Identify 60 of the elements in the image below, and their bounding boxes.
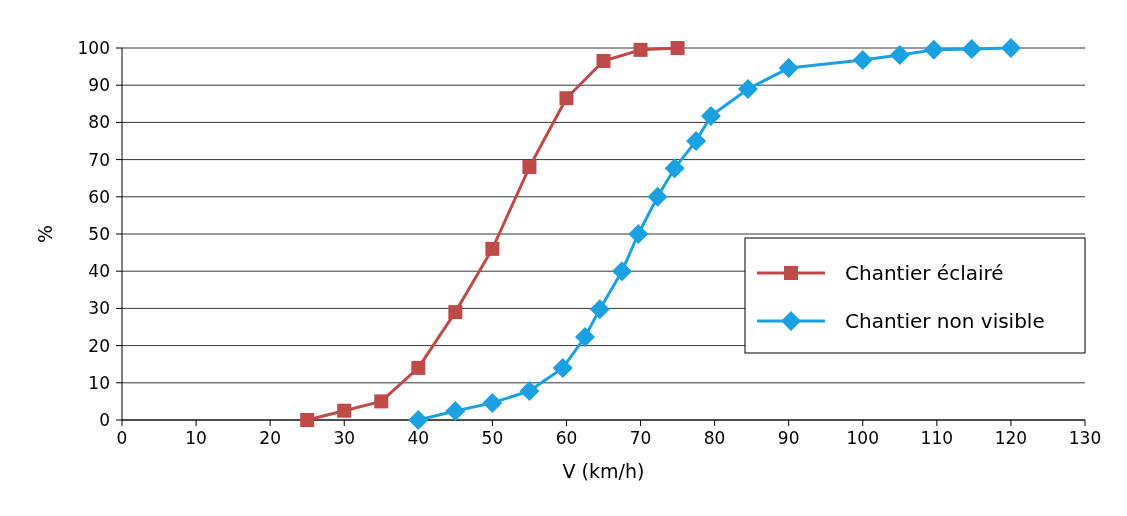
point [852, 49, 873, 70]
y-tick-label: 70 [88, 149, 110, 170]
y-tick-label: 20 [88, 335, 110, 356]
y-tick-label: 80 [88, 112, 110, 133]
x-axis-title: V (km/h) [562, 460, 645, 482]
point [612, 261, 633, 282]
y-tick-label: 100 [77, 38, 110, 58]
x-tick-label: 130 [1068, 428, 1102, 448]
y-tick-label: 50 [88, 224, 110, 244]
y-tick-label: 0 [99, 410, 110, 430]
y-tick-label: 40 [88, 261, 110, 282]
x-tick-label: 30 [333, 428, 356, 448]
y-tick-label: 60 [88, 186, 110, 207]
x-tick-label: 60 [555, 428, 578, 448]
y-tick-label: 90 [88, 75, 110, 96]
point [374, 394, 389, 409]
point [411, 360, 426, 375]
x-tick-label: 80 [703, 428, 726, 448]
point [596, 54, 611, 69]
point [889, 45, 910, 66]
point [737, 78, 758, 99]
x-tick-label: 40 [407, 428, 430, 448]
point [519, 380, 540, 401]
point [686, 131, 707, 151]
point [300, 413, 315, 427]
point [700, 106, 721, 127]
point [522, 160, 537, 175]
point [647, 186, 668, 207]
point [485, 241, 500, 256]
point [445, 401, 466, 422]
point [664, 158, 685, 179]
x-tick-label: 10 [185, 428, 207, 448]
x-tick-label: 20 [259, 428, 281, 448]
point [628, 224, 649, 244]
x-tick-label: 90 [777, 428, 800, 448]
point [670, 41, 685, 55]
point [778, 58, 799, 79]
point [408, 410, 429, 430]
point [961, 39, 982, 60]
point [482, 392, 503, 413]
point [589, 299, 610, 320]
legend-label: Chantier non visible [845, 309, 1045, 333]
x-tick-label: 0 [116, 428, 128, 448]
point [337, 403, 352, 418]
x-tick-label: 70 [629, 428, 652, 448]
x-tick-label: 50 [481, 428, 504, 448]
x-tick-label: 100 [846, 428, 879, 448]
point [552, 357, 573, 378]
y-tick-label: 30 [88, 298, 110, 319]
point [574, 327, 595, 348]
point [923, 39, 944, 60]
point [633, 42, 648, 57]
x-tick-label: 110 [920, 428, 954, 448]
legend-label: Chantier éclairé [845, 261, 1004, 285]
x-tick-label: 120 [994, 428, 1028, 448]
y-tick-label: 10 [88, 372, 110, 393]
point [559, 91, 574, 106]
point [1000, 38, 1021, 58]
y-axis-title: % [34, 224, 56, 244]
point [448, 305, 463, 320]
